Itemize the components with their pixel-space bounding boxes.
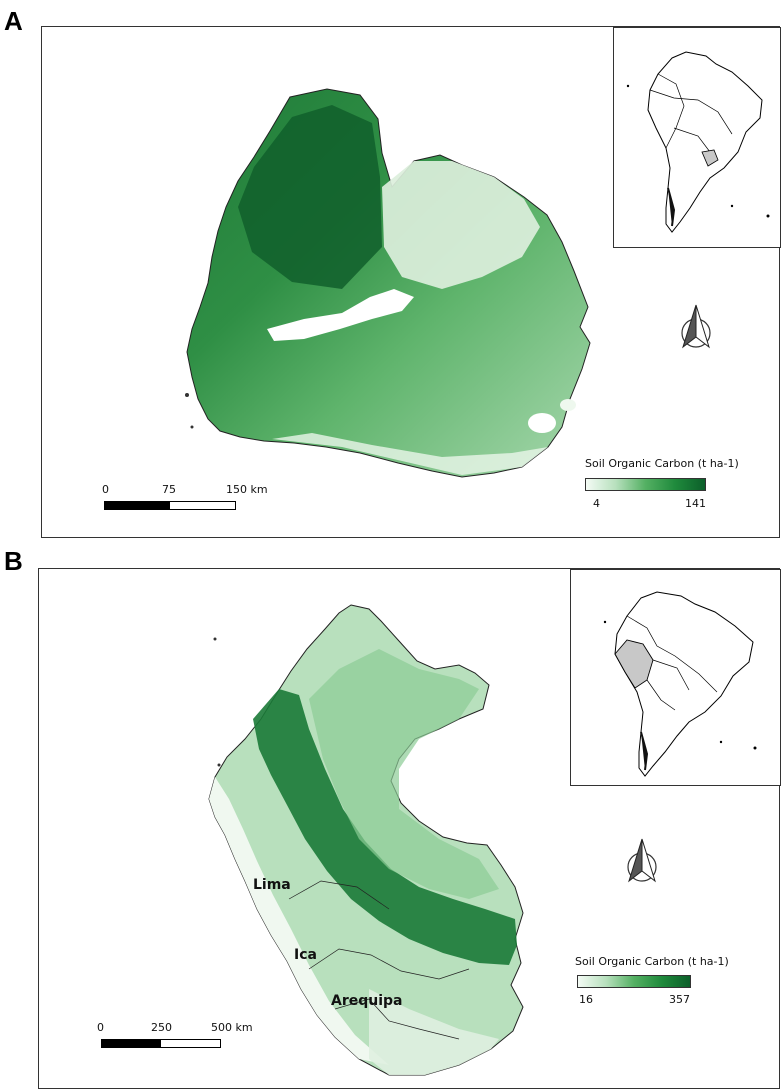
scale-label-mid: 75: [162, 483, 176, 496]
legend-color-ramp: [577, 975, 691, 988]
scale-label-mid: 250: [151, 1021, 172, 1034]
uruguay-soc-map: [185, 88, 591, 478]
scale-label-end: 500 km: [211, 1021, 253, 1034]
north-arrow-icon: [627, 838, 657, 883]
panel-b-map-frame: Soil Organic Carbon (t ha-1) 16 357 0 25…: [38, 568, 781, 1089]
scale-bar-graphic: [104, 501, 236, 510]
high-carbon-region: [238, 105, 382, 289]
panel-b-legend: Soil Organic Carbon (t ha-1) 16 357: [575, 955, 755, 1017]
city-label-lima: Lima: [253, 877, 291, 893]
legend-max-value: 141: [685, 497, 706, 510]
legend-min-value: 4: [593, 497, 600, 510]
legend-title: Soil Organic Carbon (t ha-1): [575, 955, 729, 968]
south-america-locator-b: [603, 591, 757, 777]
panel-a-legend: Soil Organic Carbon (t ha-1) 4 141: [585, 457, 765, 517]
south-america-locator-a: [626, 51, 770, 233]
legend-title: Soil Organic Carbon (t ha-1): [585, 457, 739, 470]
legend-color-ramp: [585, 478, 706, 491]
scale-bar-graphic: [101, 1039, 221, 1048]
panel-a-scale-bar: 0 75 150 km: [102, 483, 282, 513]
lake-strip: [267, 289, 414, 341]
uruguay-highlight: [701, 149, 719, 167]
north-arrow-icon: [681, 304, 711, 349]
legend-max-value: 357: [669, 993, 690, 1006]
panel-b-locator-inset: [570, 569, 781, 786]
city-label-arequipa: Arequipa: [331, 993, 403, 1009]
city-label-ica: Ica: [294, 947, 317, 963]
panel-b-scale-bar: 0 250 500 km: [97, 1021, 297, 1051]
peru-soc-map: [208, 604, 524, 1076]
peru-highlight: [614, 639, 654, 689]
legend-min-value: 16: [579, 993, 593, 1006]
scale-label-end: 150 km: [226, 483, 268, 496]
panel-a-locator-inset: [613, 27, 781, 248]
coastal-low-carbon-strip: [209, 777, 389, 1065]
low-carbon-region: [382, 161, 540, 289]
panel-a-map-frame: Soil Organic Carbon (t ha-1) 4 141 0 75 …: [41, 26, 781, 538]
panel-b-letter: B: [4, 546, 23, 576]
andes-high-carbon-band: [253, 689, 517, 965]
scale-label-start: 0: [97, 1021, 104, 1034]
panel-a-letter: A: [4, 6, 23, 36]
scale-label-start: 0: [102, 483, 109, 496]
